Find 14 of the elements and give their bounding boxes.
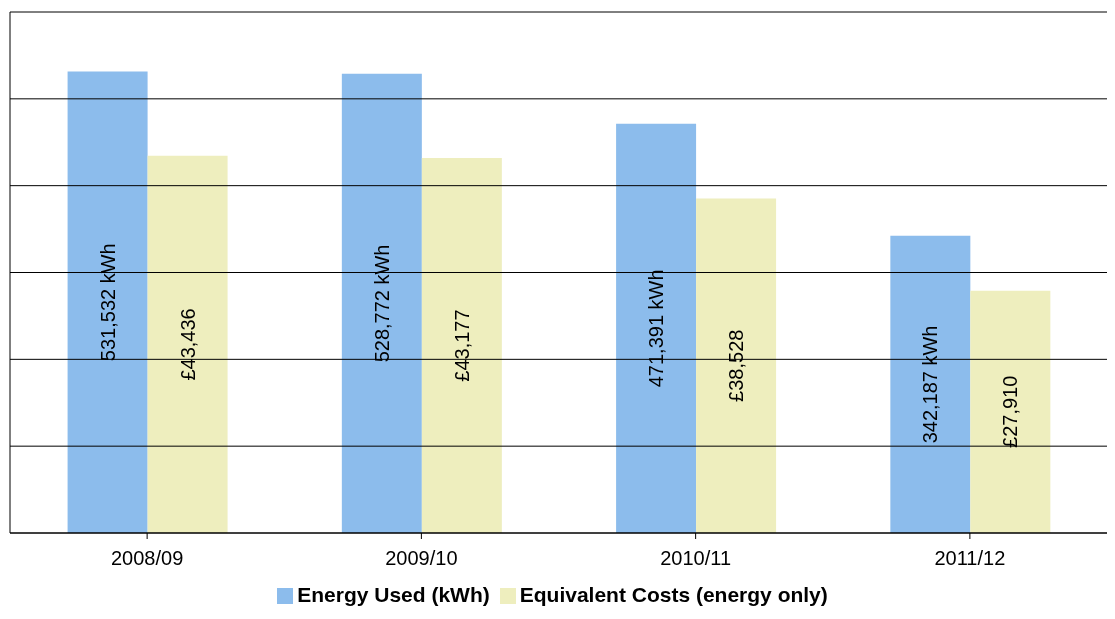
data-label: £43,177 [450, 309, 473, 382]
x-tick-label: 2008/09 [110, 547, 184, 570]
data-label: £27,910 [999, 375, 1022, 448]
legend-label: Equivalent Costs (energy only) [519, 583, 828, 606]
x-tick-label: 2010/11 [660, 547, 732, 570]
data-label: 528,772 kWh [370, 244, 393, 363]
x-tick-label: 2011/12 [934, 547, 1006, 570]
legend-label: Energy Used (kWh) [297, 583, 490, 606]
data-label: 471,391 kWh [645, 269, 668, 388]
data-label: 342,187 kWh [919, 325, 942, 444]
data-label: 531,532 kWh [96, 243, 119, 362]
data-label: £43,436 [176, 308, 199, 381]
x-tick-label: 2009/10 [385, 547, 458, 570]
data-label: £38,528 [725, 329, 748, 402]
